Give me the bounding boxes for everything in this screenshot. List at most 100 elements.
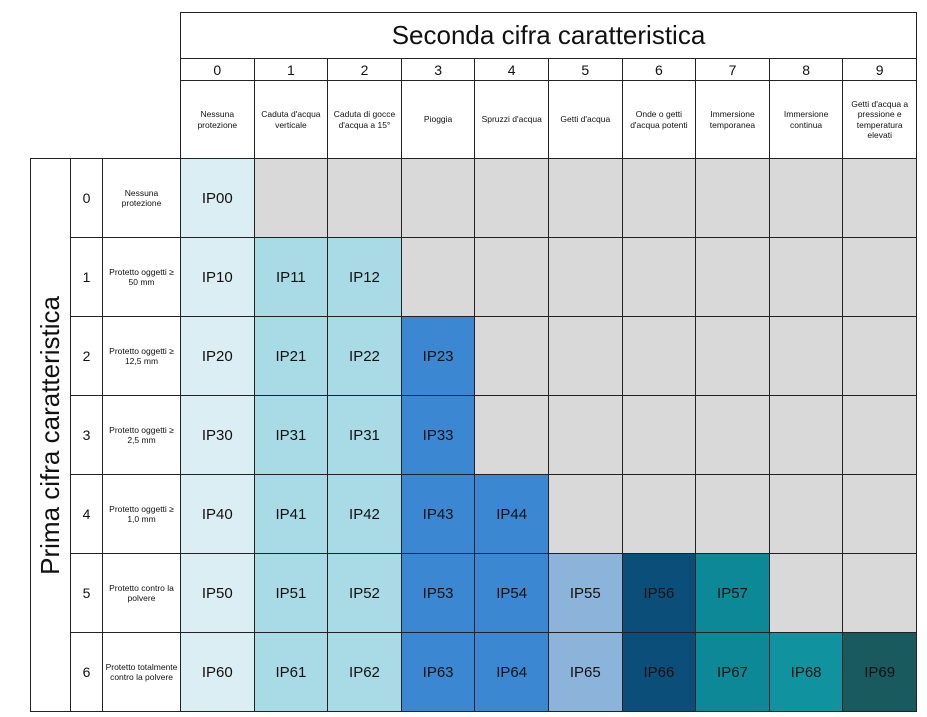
empty-cell — [842, 474, 917, 554]
column-label: Nessuna protezione — [180, 80, 255, 159]
ip-cell: IP40 — [180, 474, 255, 554]
ip-cell: IP61 — [253, 632, 329, 712]
ip-cell: IP63 — [400, 632, 476, 712]
empty-cell — [695, 158, 770, 238]
ip-cell-text: IP21 — [275, 347, 307, 365]
column-digit-text: 0 — [213, 61, 222, 78]
ip-cell: IP33 — [400, 395, 476, 475]
empty-cell — [768, 395, 844, 475]
ip-cell: IP44 — [474, 474, 549, 554]
empty-cell — [474, 237, 549, 317]
row-label-text: Protetto totalmente contro la polvere — [105, 661, 178, 682]
ip-cell: IP31 — [327, 395, 402, 475]
row-label: Protetto oggetti ≥ 2,5 mm — [102, 395, 181, 475]
ip-cell-text: IP67 — [717, 663, 748, 681]
column-digit: 8 — [768, 58, 844, 81]
ip-cell-text: IP23 — [422, 347, 454, 365]
ip-cell: IP43 — [400, 474, 476, 554]
ip-cell-text: IP68 — [790, 663, 822, 681]
ip-cell-text: IP50 — [201, 584, 233, 602]
ip-cell-text: IP11 — [276, 268, 306, 286]
row-digit-text: 2 — [82, 348, 91, 364]
empty-cell — [621, 474, 697, 554]
ip-cell-text: IP20 — [201, 347, 233, 365]
row-digit-text: 4 — [82, 506, 91, 522]
column-digit: 3 — [400, 58, 476, 81]
empty-cell — [474, 316, 549, 396]
header-title: Seconda cifra caratteristica — [180, 12, 917, 59]
row-digit-text: 5 — [82, 585, 91, 601]
empty-cell — [548, 237, 623, 317]
ip-cell: IP23 — [400, 316, 476, 396]
ip-cell: IP66 — [621, 632, 697, 712]
ip-cell-text: IP61 — [275, 663, 307, 681]
empty-cell — [548, 158, 623, 238]
empty-cell — [253, 158, 329, 238]
column-label-text: Pioggia — [423, 114, 453, 125]
row-digit: 4 — [70, 474, 103, 554]
ip-cell: IP22 — [327, 316, 402, 396]
empty-cell — [474, 395, 549, 475]
ip-cell-text: IP60 — [201, 663, 233, 681]
row-digit: 0 — [70, 158, 103, 238]
row-digit-text: 0 — [82, 190, 91, 206]
empty-cell — [621, 237, 697, 317]
row-label: Nessuna protezione — [102, 158, 181, 238]
row-label: Protetto totalmente contro la polvere — [102, 632, 181, 712]
empty-cell — [842, 316, 917, 396]
ip-cell-text: IP54 — [496, 584, 528, 602]
ip-cell: IP54 — [474, 553, 549, 633]
ip-cell-text: IP69 — [864, 663, 896, 681]
ip-cell: IP67 — [695, 632, 770, 712]
ip-cell: IP65 — [548, 632, 623, 712]
empty-cell — [327, 158, 402, 238]
column-digit: 9 — [842, 58, 917, 81]
ip-cell-text: IP66 — [643, 663, 675, 681]
empty-cell — [548, 316, 623, 396]
row-digit-text: 1 — [82, 269, 91, 285]
ip-cell-text: IP52 — [349, 584, 380, 602]
column-label: Caduta di gocce d'acqua a 15° — [327, 80, 402, 159]
row-label-text: Protetto oggetti ≥ 12,5 mm — [109, 345, 174, 366]
column-digit-text: 3 — [434, 61, 442, 78]
column-label-text: Onde o getti d'acqua potenti — [630, 109, 688, 130]
ip-cell: IP50 — [180, 553, 255, 633]
ip-cell-text: IP00 — [201, 189, 233, 207]
column-label-text: Spruzzi d'acqua — [481, 114, 542, 125]
column-digit-text: 8 — [802, 61, 810, 78]
ip-cell: IP20 — [180, 316, 255, 396]
empty-cell — [768, 316, 844, 396]
ip-cell-text: IP65 — [569, 663, 601, 681]
ip-cell-text: IP10 — [201, 268, 233, 286]
ip-cell-text: IP63 — [422, 663, 454, 681]
column-label-text: Nessuna protezione — [197, 109, 238, 130]
ip-cell-text: IP62 — [349, 663, 380, 681]
column-label-text: Immersione continua — [783, 109, 829, 130]
row-label: Protetto contro la polvere — [102, 553, 181, 633]
ip-cell: IP10 — [180, 237, 255, 317]
row-digit: 3 — [70, 395, 103, 475]
empty-cell — [695, 237, 770, 317]
ip-cell-text: IP64 — [496, 663, 528, 681]
column-digit-text: 1 — [286, 61, 295, 78]
column-label: Spruzzi d'acqua — [474, 80, 549, 159]
column-label: Immersione continua — [768, 80, 844, 159]
column-label-text: Getti d'acqua a pressione e temperatura … — [851, 99, 909, 140]
ip-cell: IP56 — [621, 553, 697, 633]
row-label: Protetto oggetti ≥ 50 mm — [102, 237, 181, 317]
column-digit-text: 9 — [875, 61, 884, 78]
column-digit-text: 6 — [654, 61, 663, 78]
ip-cell: IP62 — [327, 632, 402, 712]
empty-cell — [768, 553, 844, 633]
empty-cell — [548, 395, 623, 475]
row-digit: 6 — [70, 632, 103, 712]
column-label-text: Getti d'acqua — [560, 114, 611, 125]
row-label-text: Nessuna protezione — [121, 187, 162, 208]
ip-cell-text: IP31 — [275, 426, 307, 444]
empty-cell — [400, 158, 476, 238]
ip-cell: IP42 — [327, 474, 402, 554]
row-label-text: Protetto oggetti ≥ 1,0 mm — [109, 503, 174, 524]
column-label: Pioggia — [400, 80, 476, 159]
empty-cell — [621, 316, 697, 396]
